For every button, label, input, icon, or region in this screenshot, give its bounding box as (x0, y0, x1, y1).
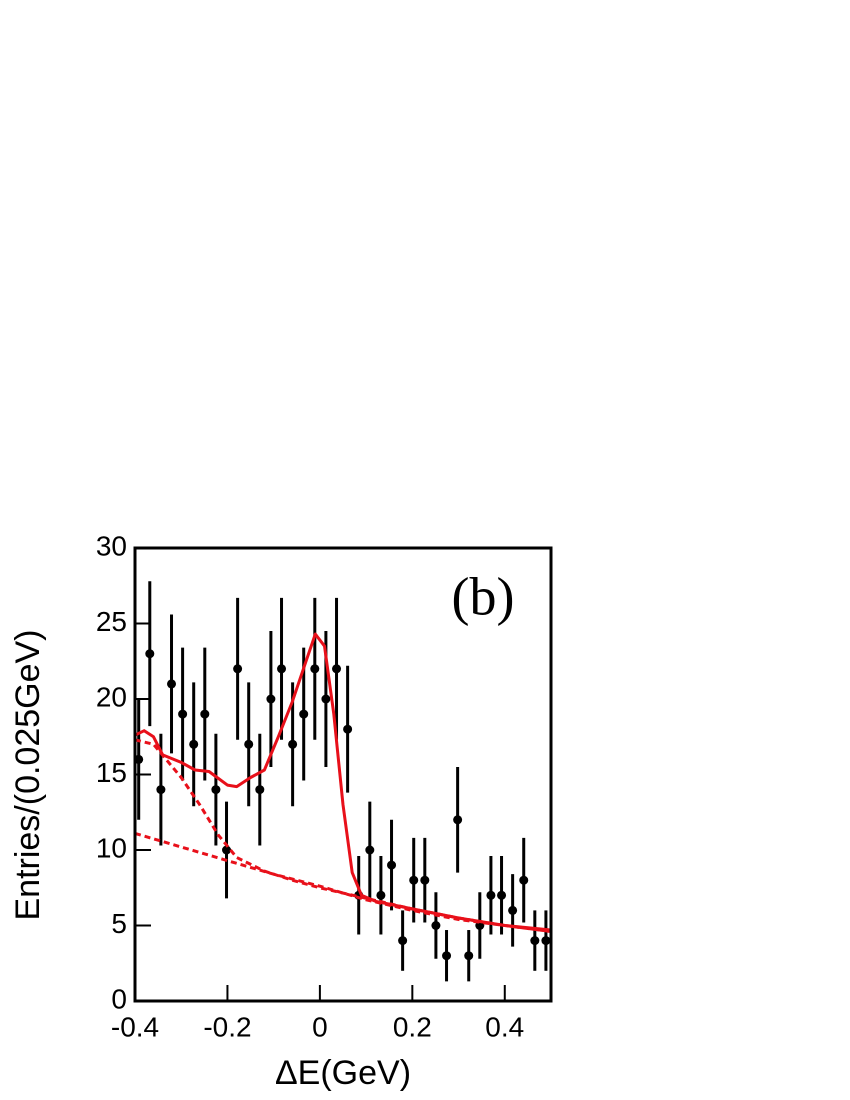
background-fit (135, 738, 551, 933)
data-point (387, 860, 397, 870)
data-point (431, 921, 441, 930)
y-tick-label: 5 (111, 908, 127, 939)
data-point (519, 875, 529, 885)
data-point (189, 739, 199, 749)
data-point (266, 694, 276, 704)
y-tick-label: 10 (96, 832, 127, 863)
data-point (420, 875, 430, 885)
data-point (244, 739, 254, 749)
data-point (409, 875, 419, 885)
data-point (156, 785, 166, 795)
data-point (233, 664, 243, 674)
data-point (277, 664, 287, 674)
data-point (145, 649, 155, 659)
data-point (211, 785, 221, 795)
data-point (453, 815, 463, 825)
background-fit (135, 831, 551, 933)
y-tick-label: 30 (96, 530, 127, 561)
data-point (530, 936, 540, 946)
data-point (255, 785, 265, 795)
data-point (200, 709, 210, 719)
data-point (178, 709, 188, 719)
data-point (442, 951, 452, 961)
y-tick-label: 15 (96, 757, 127, 788)
data-point (343, 724, 353, 734)
data-point (508, 905, 518, 915)
data-point (310, 664, 320, 674)
y-axis-label: Entries/(0.025GeV) (9, 629, 47, 920)
data-point (365, 845, 375, 855)
y-tick-label: 20 (96, 681, 127, 712)
y-tick-label: 0 (111, 983, 127, 1014)
data-point (486, 890, 496, 900)
data-point (288, 739, 298, 749)
total-fit (135, 632, 551, 932)
data-point (541, 936, 551, 946)
data-point (464, 951, 474, 961)
data-point (167, 679, 177, 689)
x-tick-label: 0.2 (393, 1011, 432, 1042)
x-tick-label: 0 (312, 1011, 328, 1042)
x-tick-label: -0.2 (203, 1011, 251, 1042)
data-point (332, 664, 342, 674)
data-point (376, 890, 386, 900)
data-point (299, 709, 309, 719)
annotation: (b) (452, 566, 515, 626)
x-tick-label: 0.4 (485, 1011, 524, 1042)
data-point (321, 694, 331, 704)
data-point (497, 890, 507, 900)
data-point (222, 845, 232, 855)
x-tick-label: -0.4 (111, 1011, 159, 1042)
y-tick-label: 25 (96, 606, 127, 637)
x-axis-label: ΔE(GeV) (275, 1054, 411, 1092)
data-point (398, 936, 408, 946)
plot-frame (133, 546, 553, 1003)
